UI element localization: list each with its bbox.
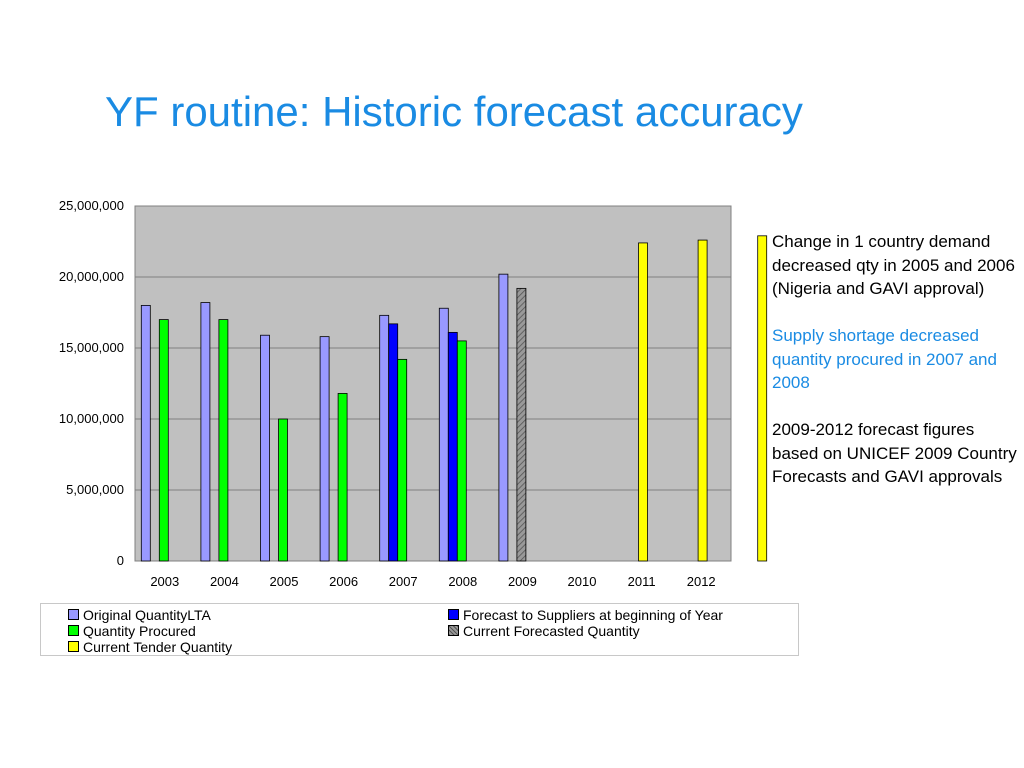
bar — [638, 242, 648, 562]
legend-label: Current Tender Quantity — [83, 639, 233, 655]
x-axis-ticks: 2003 2004 2005 2006 2007 2008 2009 2010 2011 2012 — [150, 574, 715, 589]
legend-item: Forecast to Suppliers at beginning of Ye… — [448, 608, 723, 623]
legend-item: Original QuantityLTA — [68, 608, 211, 623]
bar — [379, 314, 390, 562]
x-tick-label: 2007 — [389, 574, 418, 589]
bar — [337, 393, 348, 562]
gridlines — [135, 205, 731, 491]
bar — [447, 331, 458, 562]
legend-label: Forecast to Suppliers at beginning of Ye… — [463, 607, 723, 623]
x-tick-label: 2009 — [508, 574, 537, 589]
slide-title: YF routine: Historic forecast accuracy — [105, 88, 803, 135]
y-tick-label: 10,000,000 — [59, 411, 124, 426]
legend-item: Current Tender Quantity — [68, 640, 232, 655]
legend-swatch — [68, 609, 79, 620]
bar — [498, 273, 509, 562]
x-tick-label: 2011 — [628, 574, 656, 589]
y-tick-label: 0 — [117, 553, 124, 568]
legend-swatch — [68, 641, 79, 652]
bar — [158, 319, 169, 562]
x-tick-label: 2012 — [687, 574, 716, 589]
legend-label: Quantity Procured — [83, 623, 196, 639]
y-tick-label: 5,000,000 — [66, 482, 124, 497]
side-notes: Change in 1 country demand decreased qty… — [772, 230, 1017, 512]
bars — [140, 235, 768, 562]
legend-item: Current Forecasted Quantity — [448, 624, 640, 639]
y-tick-label: 25,000,000 — [59, 198, 124, 213]
y-axis-ticks: 0 5,000,000 10,000,000 15,000,000 20,000,000… — [59, 198, 124, 568]
bar — [388, 323, 399, 562]
bar — [516, 287, 527, 562]
x-tick-label: 2003 — [150, 574, 179, 589]
legend-swatch — [448, 609, 459, 620]
x-tick-label: 2008 — [448, 574, 477, 589]
legend-swatch — [448, 625, 459, 636]
y-tick-label: 15,000,000 — [59, 340, 124, 355]
x-tick-label: 2004 — [210, 574, 239, 589]
legend-label: Original QuantityLTA — [83, 607, 211, 623]
bar — [757, 235, 768, 562]
bar — [140, 304, 151, 562]
legend-swatch — [68, 625, 79, 636]
bar — [200, 302, 211, 562]
side-note: 2009-2012 forecast figures based on UNIC… — [772, 420, 1017, 486]
plot-area — [134, 205, 732, 562]
chart-legend: Original QuantityLTA Forecast to Supplier… — [40, 603, 799, 656]
bar — [278, 418, 288, 562]
x-tick-label: 2005 — [270, 574, 299, 589]
legend-label: Current Forecasted Quantity — [463, 623, 640, 639]
bar — [319, 336, 330, 562]
y-tick-label: 20,000,000 — [59, 269, 124, 284]
bar — [260, 334, 270, 562]
legend-item: Quantity Procured — [68, 624, 196, 639]
bar — [697, 239, 708, 562]
bar — [218, 319, 229, 562]
x-tick-label: 2006 — [329, 574, 358, 589]
bar — [438, 307, 449, 562]
x-tick-label: 2010 — [568, 574, 597, 589]
bar — [397, 358, 408, 562]
bar — [456, 340, 467, 562]
side-note: Supply shortage decreased quantity procu… — [772, 326, 997, 392]
side-note: Change in 1 country demand decreased qty… — [772, 232, 1015, 298]
